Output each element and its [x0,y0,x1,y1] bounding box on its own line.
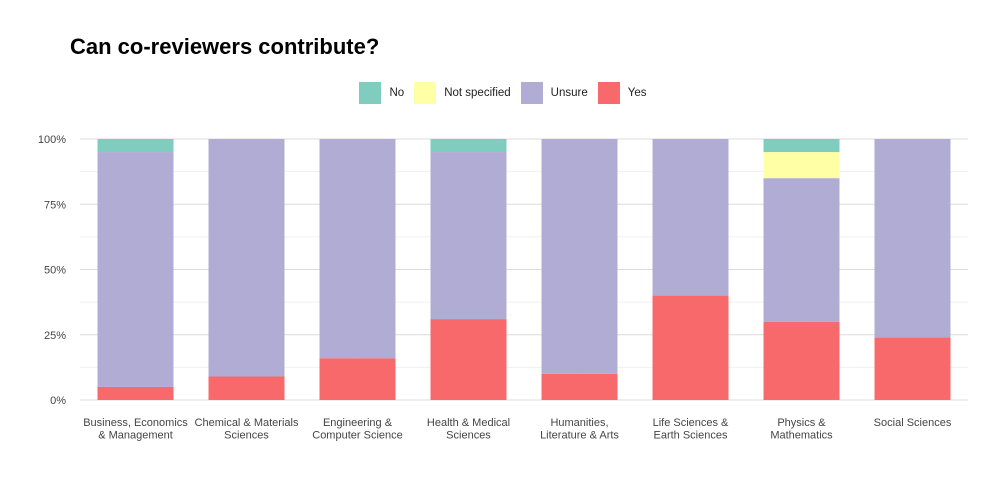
bar-segment-unsure [97,152,174,387]
bar-segment-unsure [763,178,840,322]
x-tick-label: Health & Medical Sciences [427,417,510,442]
x-tick-label: Chemical & Materials Sciences [195,417,299,442]
y-tick-label: 25% [44,330,66,342]
legend-item: No [359,82,404,104]
bar-segment-unsure [430,152,507,320]
legend-item: Yes [597,82,647,104]
x-tick-label: Physics & Mathematics [770,417,833,442]
y-tick-label: 100% [38,134,66,146]
bar-segment-yes [97,386,174,400]
x-tick-label: Humanities, Literature & Arts [540,417,619,442]
bar-segment-not-specified [763,152,840,179]
legend-item: Not specified [414,82,511,104]
legend-item: Unsure [520,82,588,104]
y-tick-label: 50% [44,265,66,277]
legend-label: Not specified [444,87,511,99]
legend-label: Unsure [550,87,588,99]
bar-segment-no [763,139,840,153]
bar-segment-yes [208,376,285,400]
bar-segment-unsure [874,139,951,338]
bar-segment-yes [652,295,729,400]
bar-segment-yes [763,321,840,400]
legend-label: Yes [627,87,647,99]
y-tick-label: 75% [44,199,66,211]
legend: No Not specified Unsure Yes [0,82,1008,104]
bar-segment-unsure [208,139,285,377]
bar-segment-unsure [652,139,729,296]
x-tick-label: Engineering & Computer Science [312,417,403,442]
y-tick-label: 0% [50,395,66,407]
x-tick-label: Business, Economics & Management [83,417,188,442]
x-tick-label: Social Sciences [874,417,952,429]
bar-segment-no [430,139,507,153]
chart-title: Can co-reviewers contribute? [70,34,380,59]
legend-label: No [389,87,405,99]
bar-segment-yes [430,319,507,400]
x-tick-label: Life Sciences & Earth Sciences [653,417,729,442]
bar-segment-yes [874,337,951,400]
legend-swatch [359,82,382,104]
legend-swatch [597,82,620,104]
legend-swatch [414,82,437,104]
bar-segment-yes [541,373,618,400]
legend-swatch [520,82,543,104]
bar-segment-yes [319,358,396,400]
bar-segment-unsure [319,139,396,359]
bar-segment-unsure [541,139,618,374]
bar-segment-no [97,139,174,153]
